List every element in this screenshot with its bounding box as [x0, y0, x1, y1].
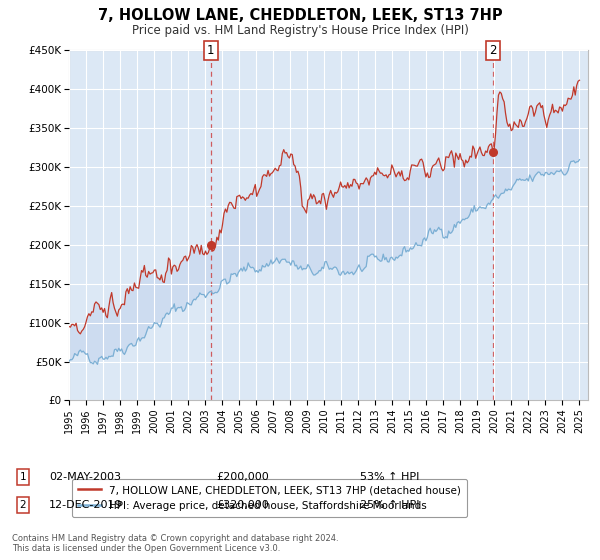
Text: £320,000: £320,000	[216, 500, 269, 510]
Text: Contains HM Land Registry data © Crown copyright and database right 2024.
This d: Contains HM Land Registry data © Crown c…	[12, 534, 338, 553]
Text: 53% ↑ HPI: 53% ↑ HPI	[360, 472, 419, 482]
Text: 7, HOLLOW LANE, CHEDDLETON, LEEK, ST13 7HP: 7, HOLLOW LANE, CHEDDLETON, LEEK, ST13 7…	[98, 8, 502, 24]
Legend: 7, HOLLOW LANE, CHEDDLETON, LEEK, ST13 7HP (detached house), HPI: Average price,: 7, HOLLOW LANE, CHEDDLETON, LEEK, ST13 7…	[71, 479, 467, 517]
Text: 2: 2	[489, 44, 497, 57]
Text: 1: 1	[207, 44, 214, 57]
Text: 1: 1	[19, 472, 26, 482]
Text: Price paid vs. HM Land Registry's House Price Index (HPI): Price paid vs. HM Land Registry's House …	[131, 24, 469, 36]
Text: 02-MAY-2003: 02-MAY-2003	[49, 472, 121, 482]
Text: 12-DEC-2019: 12-DEC-2019	[49, 500, 123, 510]
Text: 2: 2	[19, 500, 26, 510]
Text: £200,000: £200,000	[216, 472, 269, 482]
Text: 25% ↑ HPI: 25% ↑ HPI	[360, 500, 419, 510]
